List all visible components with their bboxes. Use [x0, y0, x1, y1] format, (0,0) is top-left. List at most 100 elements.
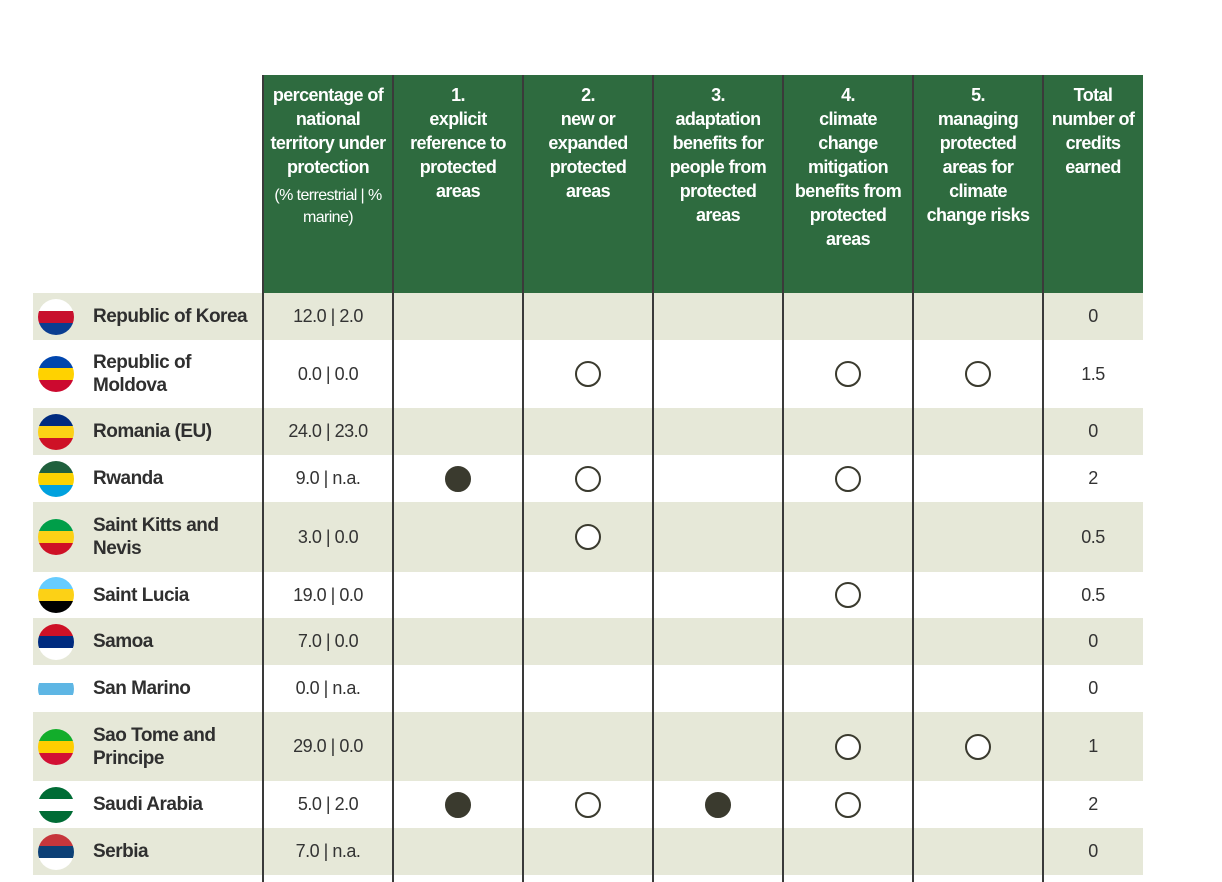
flag-icon	[38, 460, 74, 497]
column-title: managing protected areas for climate cha…	[926, 109, 1030, 225]
credit-marker	[575, 524, 601, 550]
column-number: 2.	[581, 85, 595, 105]
column-rule	[522, 75, 524, 882]
country-name: Saint Kitts and Nevis	[93, 502, 228, 572]
column-header: 4. climate change mitigation benefits fro…	[783, 75, 913, 293]
country-name: Romania (EU)	[93, 408, 263, 455]
country-name-text: Republic of Korea	[93, 306, 248, 327]
protection-cell: 3.0 | 0.0	[263, 502, 393, 572]
protection-cell: 0.0 | n.a.	[263, 665, 393, 712]
protection-cell: 7.0 | 0.0	[263, 618, 393, 665]
total-cell: 0.5	[1043, 502, 1143, 572]
credit-marker	[835, 791, 861, 818]
column-header: 3. adaptation benefits for people from pr…	[653, 75, 783, 293]
total-value: 0	[1088, 841, 1098, 861]
protection-value: 9.0 | n.a.	[295, 468, 361, 488]
row-bg	[33, 293, 1143, 340]
flag-icon	[38, 519, 74, 555]
protection-cell: 7.0 | n.a.	[263, 828, 393, 875]
country-name: Samoa	[93, 618, 263, 665]
credit-marker	[575, 791, 601, 818]
protection-value: 12.0 | 2.0	[293, 306, 363, 326]
column-header: percentage of national territory under p…	[263, 75, 393, 293]
flag-icon	[38, 623, 74, 660]
flag-icon	[38, 298, 74, 335]
total-value: 0	[1088, 631, 1098, 651]
total-cell: 0.5	[1043, 572, 1143, 618]
credit-marker	[445, 791, 471, 818]
column-number: 4.	[841, 85, 855, 105]
country-name: Saudi Arabia	[93, 781, 263, 828]
country-name-text: Republic of Moldova	[93, 352, 191, 396]
country-name: San Marino	[93, 665, 263, 712]
credit-marker	[445, 465, 471, 492]
column-rule	[392, 75, 394, 882]
flag-icon	[38, 670, 74, 707]
total-cell: 0	[1043, 408, 1143, 455]
credit-marker	[835, 465, 861, 492]
row-bg	[33, 408, 1143, 455]
flag-icon	[38, 786, 74, 823]
protection-cell: 24.0 | 23.0	[263, 408, 393, 455]
column-rule	[782, 75, 784, 882]
column-title: climate change mitigation benefits from …	[794, 109, 902, 249]
total-cell: 0	[1043, 293, 1143, 340]
protection-value: 3.0 | 0.0	[297, 526, 359, 547]
country-name-text: Romania (EU)	[93, 421, 212, 442]
protection-cell: 12.0 | 2.0	[263, 293, 393, 340]
country-name: Saint Lucia	[93, 572, 263, 618]
column-title: Total number of credits earned	[1051, 85, 1135, 177]
total-cell: 1.5	[1043, 340, 1143, 408]
protection-value: 0.0 | 0.0	[297, 363, 359, 384]
protection-value: 24.0 | 23.0	[288, 421, 368, 441]
column-rule	[912, 75, 914, 882]
header-bg	[263, 75, 1143, 293]
country-name-text: Saint Kitts and Nevis	[93, 515, 219, 559]
column-title: new or expanded protected areas	[548, 109, 628, 201]
total-cell: 2	[1043, 781, 1143, 828]
credit-marker	[835, 582, 861, 608]
protection-cell: 0.0 | 0.0	[263, 340, 393, 408]
total-value: 0	[1088, 421, 1098, 441]
country-name-text: Serbia	[93, 841, 149, 862]
protection-value: 7.0 | 0.0	[297, 631, 359, 651]
total-cell: 0	[1043, 618, 1143, 665]
column-note: (% terrestrial | % marine)	[274, 187, 382, 226]
total-value: 0	[1088, 678, 1098, 698]
column-header: Total number of credits earned	[1043, 75, 1143, 293]
credit-marker	[965, 733, 991, 760]
credit-marker	[705, 791, 731, 818]
total-value: 1.5	[1081, 363, 1105, 384]
credit-marker	[835, 361, 861, 387]
total-value: 2	[1088, 468, 1098, 488]
total-value: 2	[1088, 794, 1098, 814]
flag-icon	[38, 356, 74, 392]
country-name-text: Sao Tome and Principe	[93, 724, 216, 769]
country-name-text: Saudi Arabia	[93, 794, 203, 815]
protection-value: 19.0 | 0.0	[293, 584, 363, 605]
total-value: 0.5	[1081, 526, 1105, 547]
country-name-text: Rwanda	[93, 468, 163, 489]
country-name-text: San Marino	[93, 678, 191, 699]
column-number: 5.	[971, 85, 985, 105]
credit-marker	[575, 465, 601, 492]
protection-value: 29.0 | 0.0	[293, 736, 363, 756]
country-name: Republic of Korea	[93, 293, 263, 340]
column-header: 1. explicit reference to protected areas	[393, 75, 523, 293]
column-header: 2. new or expanded protected areas	[523, 75, 653, 293]
column-number: 1.	[451, 85, 465, 105]
protection-cell: 29.0 | 0.0	[263, 712, 393, 781]
total-value: 0.5	[1081, 584, 1105, 605]
protection-cell: 19.0 | 0.0	[263, 572, 393, 618]
country-name: Rwanda	[93, 455, 263, 502]
total-cell: 1	[1043, 712, 1143, 781]
total-value: 0	[1088, 306, 1098, 326]
credit-marker	[965, 361, 991, 387]
protection-value: 0.0 | n.a.	[295, 678, 361, 698]
credit-marker	[575, 361, 601, 387]
row-bg	[33, 618, 1143, 665]
total-cell: 0	[1043, 665, 1143, 712]
protection-cell: 9.0 | n.a.	[263, 455, 393, 502]
column-rule	[652, 75, 654, 882]
